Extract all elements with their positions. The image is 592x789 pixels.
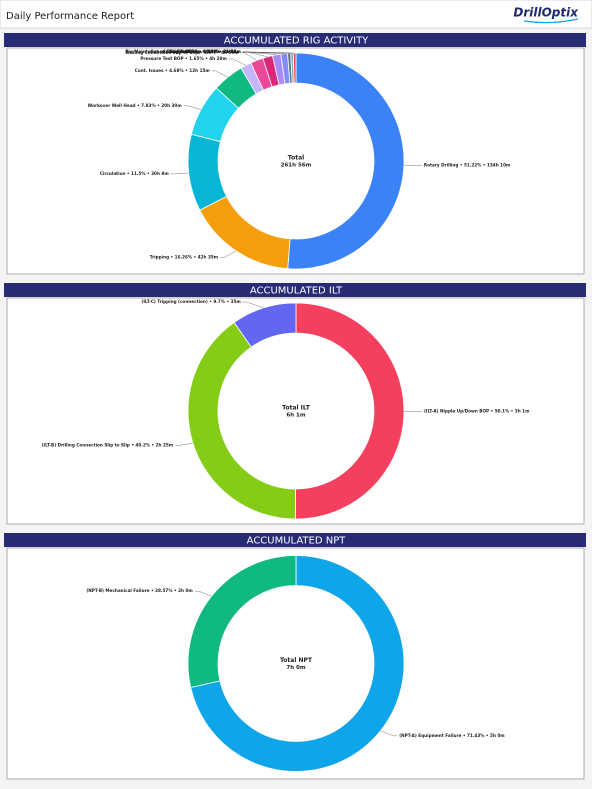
logo-swoosh [523,18,579,24]
donut-slice [294,302,405,520]
leader-line [183,105,202,110]
leader-line [194,590,212,597]
leader-line [170,172,189,175]
slice-label: Casing/cement • 1.47% • 3h 51m [163,49,242,54]
donut-slice [187,321,296,520]
slice-label: Cut and Slip Drill line • 0.39% • 1h 1m [150,49,241,54]
slice-label: (NPT-A) Equipment Failure • 71.43% • 5h … [399,733,505,738]
logo: DrillOptix [513,6,579,20]
center-total: 6h 1m [286,413,305,419]
slice-label: (NPT-B) Mechanical Failure • 28.57% • 2h… [86,588,193,593]
slice-label: Others • 1.0% • 2h 38m [185,49,242,54]
leader-line [175,442,193,446]
section-header [4,283,586,297]
center-label: Total [288,155,304,162]
donut-slice [190,555,405,772]
donut-slice [187,555,297,689]
leader-line [380,730,398,737]
slice-label: Troubleshoot • 1.24% • 3h 15m [167,49,242,54]
slice-label: Rotary Drilling • 51.22% • 134h 10m [424,162,511,167]
chart-title: ACCUMULATED ILT [250,286,343,297]
center-label: Total NPT [280,657,313,664]
slice-label: Workover Well Head • 7.83% • 20h 30m [88,103,183,108]
leader-line [240,52,257,61]
leader-line [242,301,264,309]
slice-label: Rig Maintenance - Service TDS • 0.47% • … [125,49,241,54]
leader-line [211,70,229,78]
section-header [4,33,586,47]
chart-panel [6,297,585,525]
report-title: Daily Performance Report [6,11,134,22]
slice-label: Circulation • 11.5% • 30h 8m [100,171,169,176]
slice-label: Surveying • 0.39% • 1h 1m [177,49,242,54]
center-total: 7h 0m [286,665,305,671]
center-label: Total ILT [282,405,311,412]
leader-line [242,51,268,57]
leader-line [228,58,246,66]
leader-line [220,250,237,258]
chart-panel [6,47,585,275]
donut-slice [292,52,297,84]
slice-label: (ILT-A) Nipple Up/Down BOP • 50.1% • 3h … [424,408,530,413]
donut-slice [287,52,405,270]
slice-label: Cont. Issues • 4.68% • 12h 15m [135,68,211,73]
slice-label: Pressure Test BOP • 1.65% • 4h 20m [140,56,227,61]
chart-title: ACCUMULATED RIG ACTIVITY [224,36,369,47]
center-total: 261h 56m [281,163,312,169]
slice-label: (ILT-B) Drilling Connection Slip to Slip… [42,442,174,447]
slice-label: Tripping • 16.26% • 42h 35m [150,255,219,260]
slice-label: Drilling Connection Slip to Slip • 1.9% … [126,50,239,55]
slice-label: (ILT-C) Tripping (connection) • 9.7% • 3… [141,299,241,304]
chart-title: ACCUMULATED NPT [247,536,347,547]
donut-slice [233,302,297,348]
section-header [4,533,586,547]
chart-panel [6,547,585,780]
header-bar [0,0,592,29]
